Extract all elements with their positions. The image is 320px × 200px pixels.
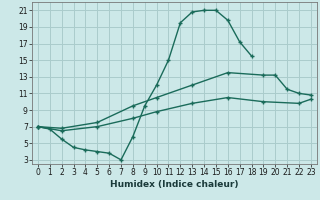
- X-axis label: Humidex (Indice chaleur): Humidex (Indice chaleur): [110, 180, 239, 189]
